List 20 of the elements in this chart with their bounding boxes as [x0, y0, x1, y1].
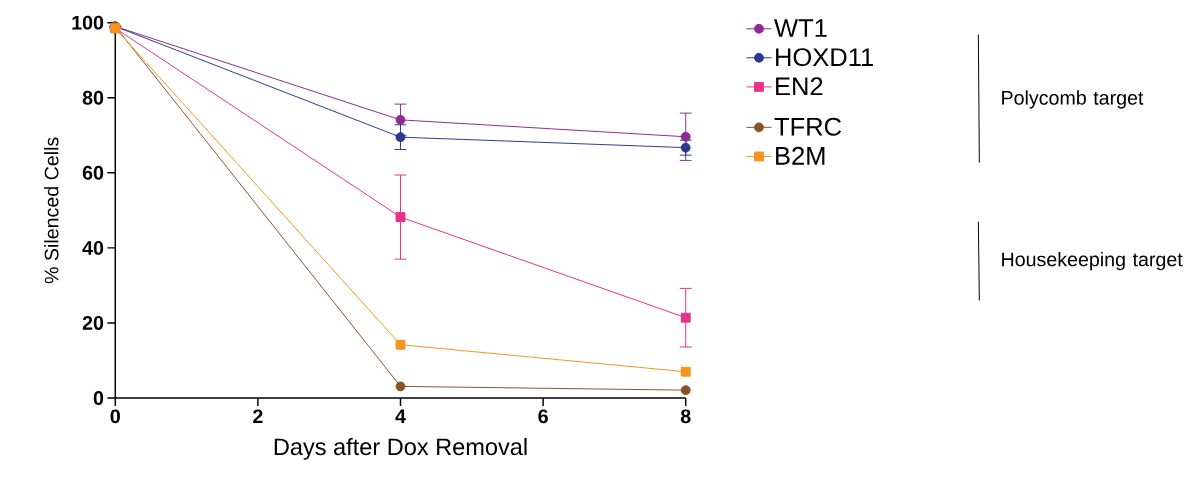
y-tick-label: 60 — [82, 166, 104, 180]
y-tick-label: 100 — [72, 15, 104, 30]
x-tick-label: 0 — [110, 409, 120, 424]
x-tick-label: 6 — [538, 409, 548, 424]
legend-label: HOXD11 — [776, 48, 873, 67]
x-tick-label: 8 — [680, 409, 691, 424]
legend-label: TFRC — [774, 117, 842, 136]
legend-label: WT1 — [774, 19, 827, 38]
x-tick-label: 4 — [395, 409, 406, 424]
legend-label: EN2 — [776, 77, 823, 96]
y-tick-label: 80 — [82, 90, 104, 105]
y-tick-label: 20 — [82, 316, 104, 331]
text: Housekeeping target — [1002, 252, 1183, 271]
y-tick-label: 40 — [82, 241, 104, 256]
legend-label: B2M — [776, 147, 825, 165]
x-axis-title: Days after Dox Removal — [274, 438, 527, 461]
text: Polycomb target — [1002, 90, 1144, 109]
y-axis-title: % Silenced Cells — [44, 137, 59, 284]
x-tick-label: 2 — [253, 409, 263, 424]
y-tick-label: 0 — [93, 391, 104, 406]
